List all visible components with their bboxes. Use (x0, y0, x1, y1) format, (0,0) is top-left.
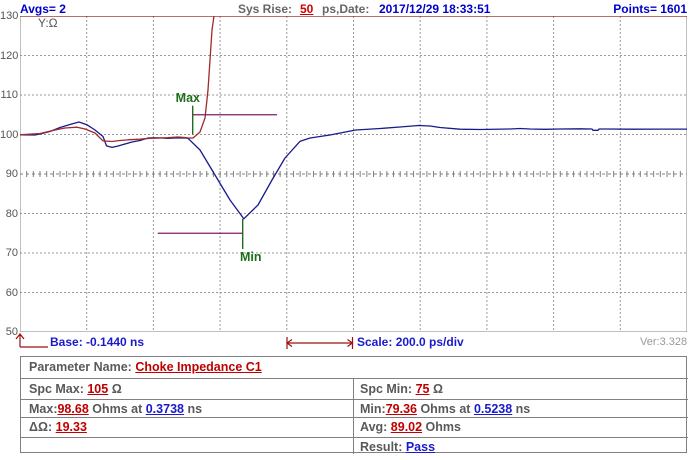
svg-text:Min: Min (240, 250, 262, 264)
svg-text:Max: Max (176, 91, 200, 105)
